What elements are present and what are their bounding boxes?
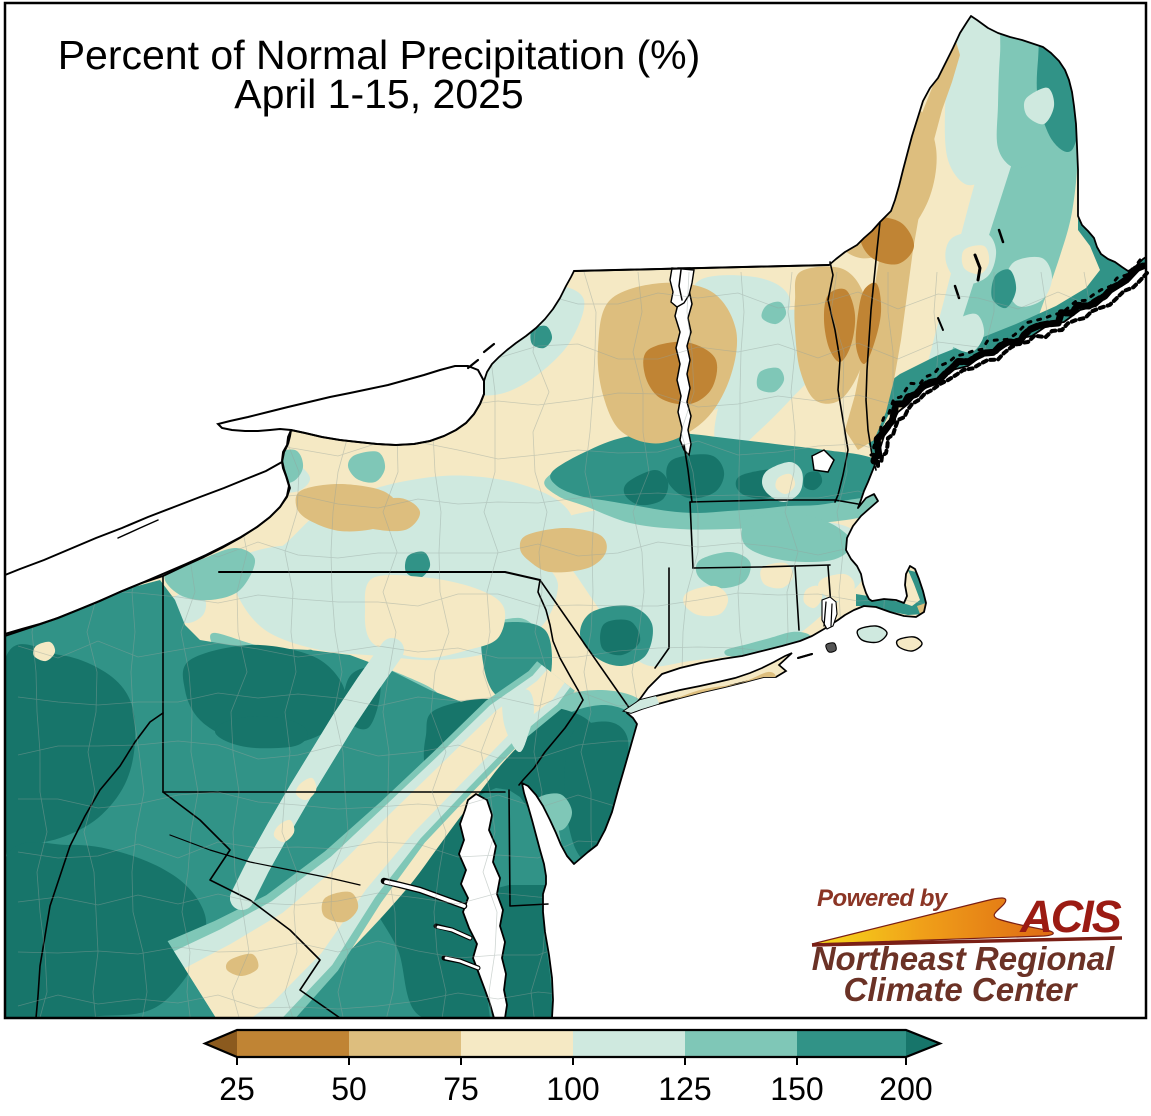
svg-text:125: 125 bbox=[658, 1071, 711, 1107]
svg-text:Powered by: Powered by bbox=[817, 885, 949, 912]
svg-text:Climate Center: Climate Center bbox=[844, 971, 1079, 1008]
svg-text:April 1-15, 2025: April 1-15, 2025 bbox=[234, 71, 523, 117]
svg-text:100: 100 bbox=[546, 1071, 599, 1107]
svg-text:200: 200 bbox=[879, 1071, 932, 1107]
svg-text:75: 75 bbox=[443, 1071, 479, 1107]
svg-text:25: 25 bbox=[219, 1071, 255, 1107]
svg-text:50: 50 bbox=[331, 1071, 367, 1107]
svg-text:ACIS: ACIS bbox=[1019, 891, 1121, 942]
svg-text:Percent of Normal Precipitatio: Percent of Normal Precipitation (%) bbox=[58, 32, 701, 78]
svg-text:150: 150 bbox=[770, 1071, 823, 1107]
svg-text:Northeast Regional: Northeast Regional bbox=[812, 940, 1115, 977]
